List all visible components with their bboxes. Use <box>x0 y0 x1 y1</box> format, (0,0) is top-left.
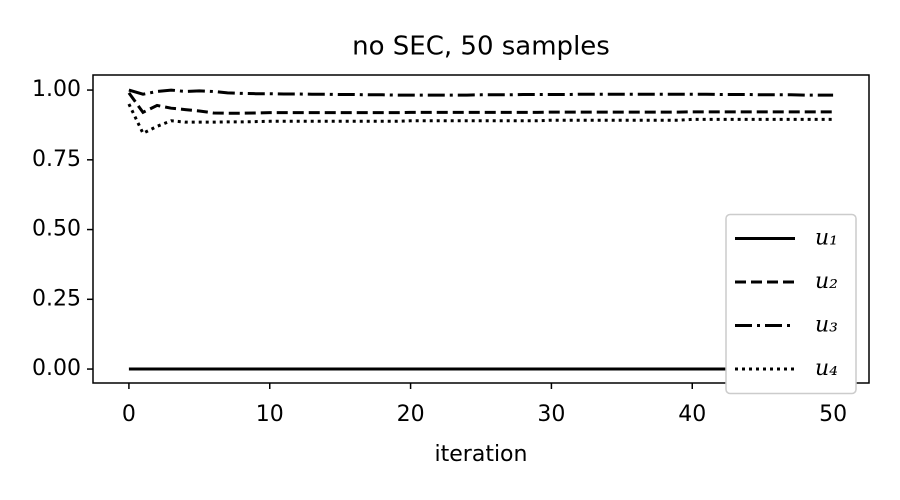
x-tick-label: 0 <box>122 402 136 427</box>
series-line <box>127 103 834 136</box>
legend-label: u₂ <box>815 269 838 294</box>
y-tick-label: 0.25 <box>32 286 81 311</box>
y-tick-label: 1.00 <box>32 77 81 102</box>
series-line <box>127 91 834 115</box>
legend-label: u₄ <box>815 356 838 381</box>
legend-label: u₁ <box>815 226 838 251</box>
chart-title: no SEC, 50 samples <box>352 32 610 62</box>
y-tick-label: 0.50 <box>32 217 81 242</box>
legend-label: u₃ <box>815 313 838 338</box>
y-tick-label: 0.00 <box>32 356 81 381</box>
x-tick-label: 50 <box>819 402 847 427</box>
series-line <box>128 88 834 97</box>
x-tick-label: 30 <box>537 402 565 427</box>
y-tick-label: 0.75 <box>32 147 81 172</box>
x-tick-label: 40 <box>678 402 706 427</box>
plot-frame <box>92 74 870 384</box>
x-tick-label: 10 <box>256 402 284 427</box>
x-tick-label: 20 <box>397 402 425 427</box>
legend-box <box>725 213 857 395</box>
x-axis-label: iteration <box>435 442 528 467</box>
